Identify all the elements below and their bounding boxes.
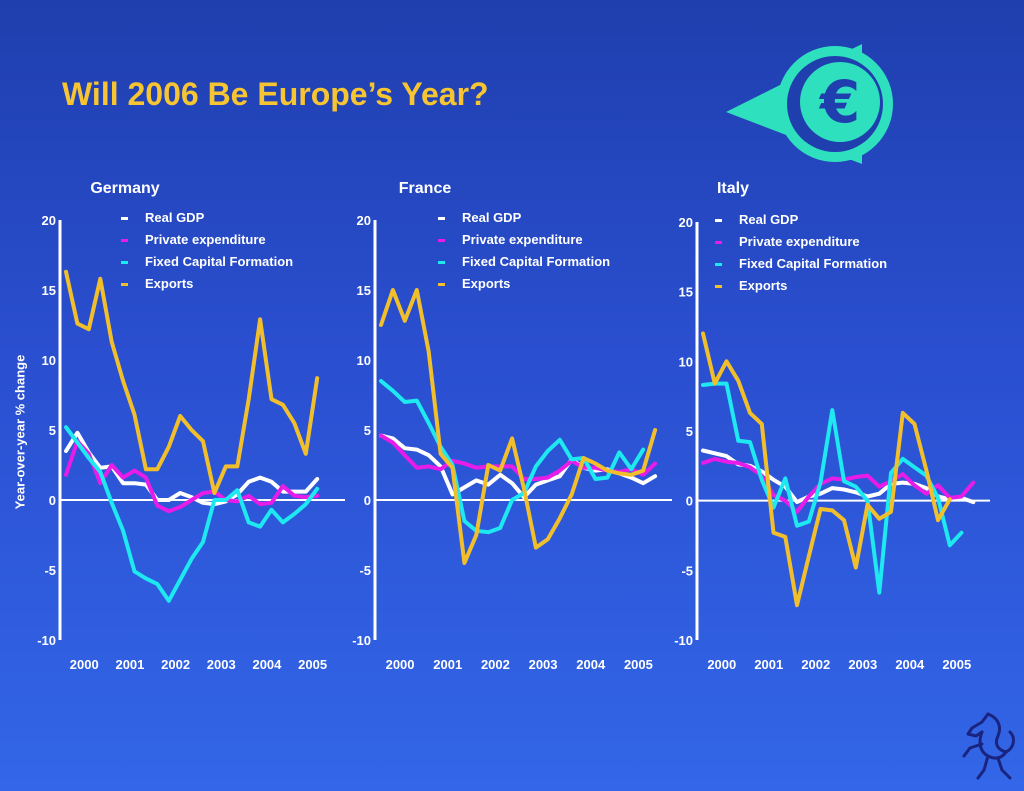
x-tick-label: 2001: [754, 657, 783, 672]
series-line-exports: [64, 269, 320, 495]
legend-label-exports: Exports: [145, 276, 193, 291]
x-tick-label: 2003: [529, 657, 558, 672]
x-tick-label: 2001: [115, 657, 144, 672]
x-tick-label: 2005: [298, 657, 327, 672]
x-tick-label: 2000: [70, 657, 99, 672]
horse-logo-body: [978, 730, 1008, 760]
legend-swatch-exports: [438, 283, 445, 286]
legend-label-exports: Exports: [739, 278, 787, 293]
series-line-gdp: [64, 430, 320, 507]
euro-logo: €: [726, 44, 893, 164]
legend-label-private: Private expenditure: [145, 232, 266, 247]
legend-label-fixed: Fixed Capital Formation: [145, 254, 293, 269]
y-tick-label: 20: [42, 213, 56, 228]
legend-label-gdp: Real GDP: [739, 212, 799, 227]
y-tick-label: 15: [42, 283, 56, 298]
x-tick-label: 2004: [895, 657, 925, 672]
x-tick-label: 2002: [801, 657, 830, 672]
y-tick-label: 5: [49, 423, 56, 438]
x-tick-label: 2004: [252, 657, 282, 672]
legend-swatch-fixed: [438, 261, 445, 264]
horse-logo: [962, 712, 1015, 780]
legend-label-gdp: Real GDP: [462, 210, 522, 225]
euro-symbol: €: [818, 68, 860, 136]
x-tick-label: 2001: [433, 657, 462, 672]
legend-swatch-gdp: [121, 217, 128, 220]
series-line-private: [64, 439, 320, 514]
legend-swatch-gdp: [438, 217, 445, 220]
slide-title: Will 2006 Be Europe’s Year?: [62, 76, 489, 112]
series-line-exports: [379, 288, 658, 565]
series-line-fixed: [701, 381, 964, 595]
y-tick-label: 10: [357, 353, 371, 368]
y-tick-label: 10: [42, 353, 56, 368]
y-tick-label: -10: [674, 633, 693, 648]
legend-swatch-private: [715, 241, 722, 244]
legend-label-exports: Exports: [462, 276, 510, 291]
legend-swatch-exports: [715, 285, 722, 288]
chart-title: France: [399, 180, 452, 197]
chart-germany: Germany 20 15 10 5 0 -5 -10 2000 2001 2002 2003 2004…: [37, 180, 345, 672]
y-tick-label: 10: [679, 354, 693, 369]
y-tick-label: 15: [357, 283, 371, 298]
legend-label-private: Private expenditure: [462, 232, 583, 247]
y-tick-label: -5: [44, 563, 56, 578]
x-tick-label: 2005: [942, 657, 971, 672]
series-line-fixed: [64, 425, 320, 603]
chart-italy: Italy 20 15 10 5 0 -5 -10 2000 2001 2002 2003 2004 20…: [674, 180, 990, 672]
y-tick-label: -10: [352, 633, 371, 648]
x-tick-label: 2002: [161, 657, 190, 672]
x-tick-label: 2003: [207, 657, 236, 672]
horse-logo-tail: [1004, 730, 1015, 754]
y-tick-label: 0: [686, 494, 693, 509]
x-tick-label: 2004: [576, 657, 606, 672]
legend-label-fixed: Fixed Capital Formation: [739, 256, 887, 271]
series-line-exports: [701, 331, 952, 608]
y-tick-label: -10: [37, 633, 56, 648]
chart-france: France 20 15 10 5 0 -5 -10 2000 2001 2002 2003 2004 2…: [352, 180, 672, 672]
x-tick-label: 2002: [481, 657, 510, 672]
legend-swatch-gdp: [715, 219, 722, 222]
horse-logo-head: [966, 712, 990, 738]
y-tick-label: 20: [357, 213, 371, 228]
horse-logo-mane: [986, 712, 1008, 754]
chart-title: Italy: [717, 180, 749, 197]
y-tick-label: 0: [364, 493, 371, 508]
legend-label-gdp: Real GDP: [145, 210, 205, 225]
y-tick-label: -5: [681, 563, 693, 578]
legend-swatch-private: [121, 239, 128, 242]
legend-swatch-private: [438, 239, 445, 242]
x-tick-label: 2003: [848, 657, 877, 672]
x-tick-label: 2000: [386, 657, 415, 672]
x-tick-label: 2000: [707, 657, 736, 672]
euro-logo-ring-inner: [800, 62, 880, 142]
y-tick-label: 20: [679, 215, 693, 230]
legend-swatch-exports: [121, 283, 128, 286]
legend-swatch-fixed: [121, 261, 128, 264]
chart-title: Germany: [90, 180, 159, 197]
y-tick-label: -5: [359, 563, 371, 578]
series-line-private: [701, 456, 976, 514]
y-tick-label: 5: [364, 423, 371, 438]
x-tick-label: 2005: [624, 657, 653, 672]
legend-label-private: Private expenditure: [739, 234, 860, 249]
y-tick-label: 15: [679, 285, 693, 300]
y-tick-label: 0: [49, 493, 56, 508]
y-tick-label: 5: [686, 424, 693, 439]
horse-logo-legs: [962, 742, 1012, 780]
legend-label-fixed: Fixed Capital Formation: [462, 254, 610, 269]
legend-swatch-fixed: [715, 263, 722, 266]
series-line-fixed: [379, 379, 646, 535]
